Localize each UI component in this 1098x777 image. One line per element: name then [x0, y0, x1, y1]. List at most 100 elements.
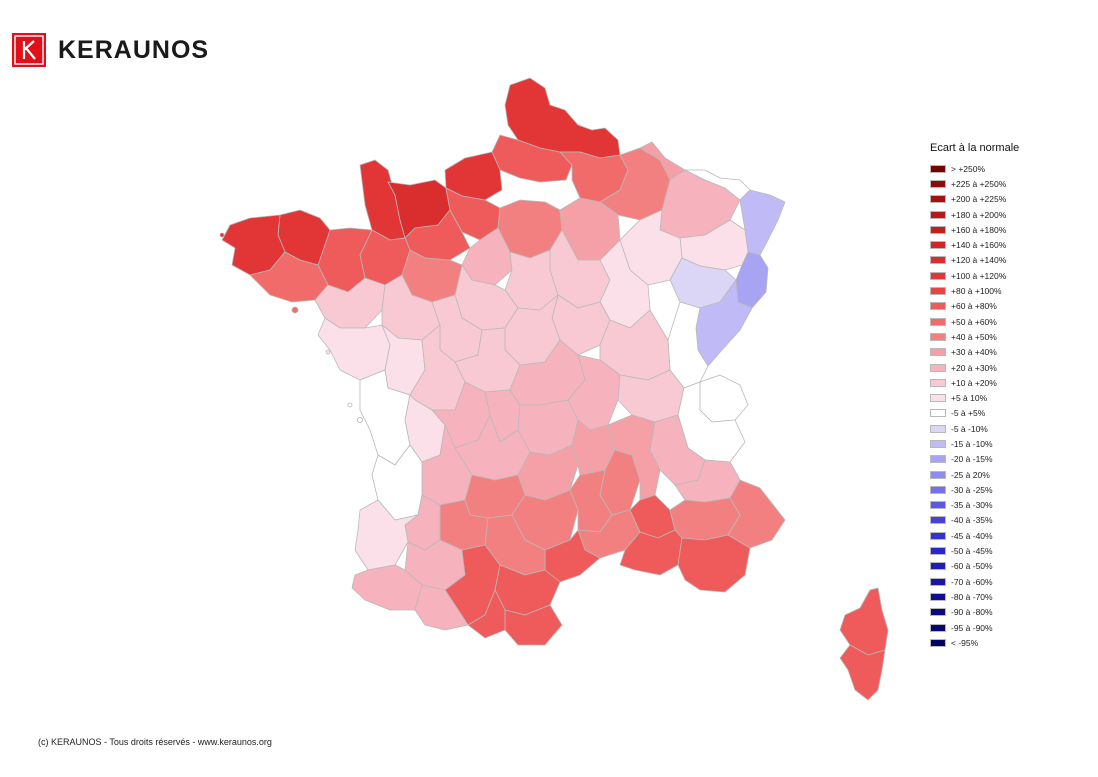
- island-oleron: [357, 417, 363, 423]
- legend-swatch: [930, 179, 946, 188]
- legend-item: +50 à +60%: [930, 314, 1080, 329]
- legend-item: +40 à +50%: [930, 329, 1080, 344]
- legend-item: -95 à -90%: [930, 620, 1080, 635]
- legend-label: +160 à +180%: [951, 224, 1007, 235]
- legend-label: +140 à +160%: [951, 240, 1007, 251]
- legend-label: < -95%: [951, 637, 979, 648]
- legend-label: +60 à +80%: [951, 301, 997, 312]
- region-haute-corse: [839, 587, 889, 656]
- legend-label: -90 à -80%: [951, 607, 993, 618]
- legend-label: -15 à -10%: [951, 438, 993, 449]
- legend-swatch: [930, 409, 946, 418]
- region-haute-savoie: [699, 374, 749, 423]
- legend-swatch: [930, 210, 946, 219]
- legend-label: -70 à -60%: [951, 576, 993, 587]
- legend-swatch: [930, 577, 946, 586]
- legend-item: -5 à +5%: [930, 406, 1080, 421]
- legend-swatch: [930, 241, 946, 250]
- legend-swatch: [930, 608, 946, 617]
- legend-item: -30 à -25%: [930, 482, 1080, 497]
- legend-label: +10 à +20%: [951, 377, 997, 388]
- legend-swatch: [930, 225, 946, 234]
- legend-swatch: [930, 485, 946, 494]
- legend-label: +30 à +40%: [951, 347, 997, 358]
- brand-name: KERAUNOS: [58, 35, 210, 64]
- legend-swatch: [930, 287, 946, 296]
- legend-label: -5 à -10%: [951, 423, 988, 434]
- legend-item: -45 à -40%: [930, 528, 1080, 543]
- region-var: [677, 534, 751, 593]
- legend-item: -25 à 20%: [930, 467, 1080, 482]
- legend-item: +160 à +180%: [930, 222, 1080, 237]
- legend-label: -25 à 20%: [951, 469, 990, 480]
- legend-label: -60 à -50%: [951, 561, 993, 572]
- legend-item: -80 à -70%: [930, 589, 1080, 604]
- copyright-footer: (c) KERAUNOS - Tous droits réservés - ww…: [38, 737, 272, 747]
- legend-swatch: [930, 623, 946, 632]
- legend-swatch: [930, 332, 946, 341]
- legend-item: < -95%: [930, 635, 1080, 650]
- region-corse-du-sud: [839, 644, 886, 701]
- legend-swatch: [930, 317, 946, 326]
- keraunos-logo-icon: [12, 33, 46, 67]
- legend-label: +40 à +50%: [951, 331, 997, 342]
- legend-swatch: [930, 516, 946, 525]
- island-re: [347, 402, 353, 408]
- legend-swatch: [930, 470, 946, 479]
- legend-label: +180 à +200%: [951, 209, 1007, 220]
- legend-swatch: [930, 424, 946, 433]
- map-legend: Ecart à la normale > +250% +225 à +250% +2…: [930, 142, 1080, 651]
- legend-swatch: [930, 271, 946, 280]
- legend-label: -45 à -40%: [951, 530, 993, 541]
- legend-swatch: [930, 164, 946, 173]
- island-belle-ile: [291, 306, 299, 314]
- legend-item: +20 à +30%: [930, 360, 1080, 375]
- legend-label: -80 à -70%: [951, 591, 993, 602]
- legend-item: +100 à +120%: [930, 268, 1080, 283]
- legend-item: -5 à -10%: [930, 421, 1080, 436]
- legend-swatch: [930, 501, 946, 510]
- region-ariege: [467, 589, 506, 639]
- legend-item: -60 à -50%: [930, 559, 1080, 574]
- legend-item: +30 à +40%: [930, 345, 1080, 360]
- legend-item: +225 à +250%: [930, 176, 1080, 191]
- legend-swatch: [930, 363, 946, 372]
- legend-label: -40 à -35%: [951, 515, 993, 526]
- legend-label: -30 à -25%: [951, 484, 993, 495]
- legend-swatch: [930, 348, 946, 357]
- legend-label: -95 à -90%: [951, 622, 993, 633]
- legend-label: -20 à -15%: [951, 454, 993, 465]
- legend-label: +100 à +120%: [951, 270, 1007, 281]
- legend-swatch: [930, 455, 946, 464]
- legend-label: +200 à +225%: [951, 194, 1007, 205]
- legend-swatch: [930, 638, 946, 647]
- legend-label: +20 à +30%: [951, 362, 997, 373]
- legend-label: -50 à -45%: [951, 546, 993, 557]
- island-noirmoutier: [325, 349, 331, 355]
- legend-item: > +250%: [930, 161, 1080, 176]
- legend-item: -70 à -60%: [930, 574, 1080, 589]
- legend-item: -50 à -45%: [930, 543, 1080, 558]
- region-pyrenees-orientales: [504, 604, 563, 646]
- france-precipitation-map: [219, 77, 889, 701]
- legend-item: -40 à -35%: [930, 513, 1080, 528]
- legend-items: > +250% +225 à +250% +200 à +225% +180 à +2…: [930, 161, 1080, 651]
- legend-item: -35 à -30%: [930, 498, 1080, 513]
- brand-logo: KERAUNOS: [12, 32, 209, 68]
- legend-label: +225 à +250%: [951, 178, 1007, 189]
- legend-swatch: [930, 531, 946, 540]
- legend-item: +140 à +160%: [930, 237, 1080, 252]
- island-ouessant: [219, 232, 225, 238]
- legend-swatch: [930, 394, 946, 403]
- legend-item: -20 à -15%: [930, 452, 1080, 467]
- legend-item: +5 à 10%: [930, 390, 1080, 405]
- legend-item: +10 à +20%: [930, 375, 1080, 390]
- legend-label: +50 à +60%: [951, 316, 997, 327]
- legend-swatch: [930, 439, 946, 448]
- legend-item: +120 à +140%: [930, 253, 1080, 268]
- legend-label: +120 à +140%: [951, 255, 1007, 266]
- legend-swatch: [930, 195, 946, 204]
- region-alpes-maritimes: [727, 479, 786, 549]
- legend-swatch: [930, 562, 946, 571]
- region-nord: [504, 77, 621, 159]
